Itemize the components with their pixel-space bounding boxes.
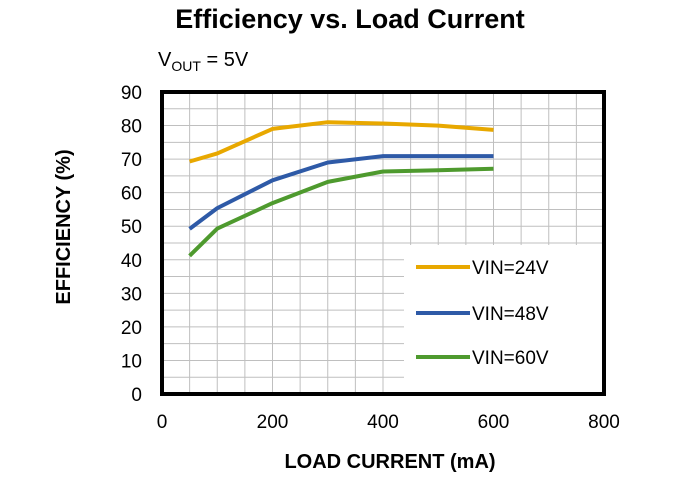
series-line-1 xyxy=(188,154,494,231)
legend-label-1: VIN=48V xyxy=(472,304,549,325)
y-tick-label: 10 xyxy=(121,351,142,372)
y-axis-label: EFFICIENCY (%) xyxy=(53,149,75,304)
y-tick-label: 20 xyxy=(121,318,142,339)
y-tick-label: 50 xyxy=(121,217,142,238)
y-tick-label: 40 xyxy=(121,251,142,272)
y-tick-label: 70 xyxy=(121,150,142,171)
y-tick-label: 0 xyxy=(131,385,142,406)
legend-label-0: VIN=24V xyxy=(472,258,549,279)
y-tick-label: 30 xyxy=(121,284,142,305)
chart-subtitle: VOUT = 5V xyxy=(158,49,249,74)
y-tick-label: 60 xyxy=(121,184,142,205)
x-tick-label: 800 xyxy=(588,412,620,433)
x-axis-label: LOAD CURRENT (mA) xyxy=(284,451,495,473)
plot-frame xyxy=(160,90,606,396)
subtitle-prefix: V xyxy=(158,49,172,71)
x-tick-label: 400 xyxy=(367,412,399,433)
y-tick-labels: 0 10 20 30 40 50 60 70 80 90 xyxy=(121,83,142,406)
y-tick-label: 80 xyxy=(121,117,142,138)
series-line-2 xyxy=(188,166,494,258)
legend-background xyxy=(404,245,602,392)
subtitle-suffix: = 5V xyxy=(201,49,249,71)
x-tick-label: 600 xyxy=(478,412,510,433)
subtitle-subscript: OUT xyxy=(171,58,201,74)
legend: VIN=24V VIN=48V VIN=60V xyxy=(404,245,602,392)
y-tick-label: 90 xyxy=(121,83,142,104)
x-tick-label: 200 xyxy=(257,412,289,433)
data-series xyxy=(188,120,494,258)
x-tick-label: 0 xyxy=(157,412,168,433)
legend-label-2: VIN=60V xyxy=(472,348,549,369)
series-line-0 xyxy=(189,120,494,164)
chart-title: Efficiency vs. Load Current xyxy=(175,4,525,34)
x-tick-labels: 0 200 400 600 800 xyxy=(157,412,620,433)
